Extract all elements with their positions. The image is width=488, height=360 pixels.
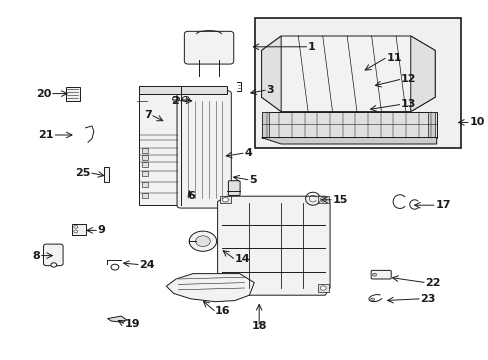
Bar xyxy=(142,162,147,167)
FancyBboxPatch shape xyxy=(184,31,233,64)
FancyBboxPatch shape xyxy=(228,181,240,195)
Text: 23: 23 xyxy=(420,294,435,304)
Bar xyxy=(142,193,147,198)
Text: 22: 22 xyxy=(425,278,440,288)
Bar xyxy=(220,284,230,292)
Circle shape xyxy=(111,264,119,270)
Circle shape xyxy=(372,273,376,276)
Bar xyxy=(261,112,436,138)
Circle shape xyxy=(51,263,57,267)
Bar xyxy=(317,284,328,292)
Text: 5: 5 xyxy=(249,175,257,185)
Circle shape xyxy=(320,198,325,202)
Bar xyxy=(427,112,434,138)
Circle shape xyxy=(182,96,189,102)
Polygon shape xyxy=(107,316,126,322)
Polygon shape xyxy=(166,274,254,302)
Bar xyxy=(220,196,230,203)
Text: 19: 19 xyxy=(124,319,140,329)
Bar xyxy=(66,87,80,101)
Circle shape xyxy=(172,96,179,102)
Circle shape xyxy=(74,225,78,228)
Bar xyxy=(317,196,328,203)
Text: 2: 2 xyxy=(170,96,178,106)
Circle shape xyxy=(74,230,78,233)
Polygon shape xyxy=(261,138,436,144)
Text: 4: 4 xyxy=(244,148,252,158)
Bar xyxy=(142,171,147,176)
Text: 11: 11 xyxy=(386,53,401,63)
Bar xyxy=(103,167,108,182)
Text: 17: 17 xyxy=(434,200,450,210)
Text: 12: 12 xyxy=(400,74,416,84)
Polygon shape xyxy=(261,36,281,112)
Bar xyxy=(72,224,86,235)
Bar xyxy=(255,18,460,148)
Circle shape xyxy=(370,298,374,301)
Text: 21: 21 xyxy=(38,130,54,140)
Text: 10: 10 xyxy=(468,117,484,127)
Text: 3: 3 xyxy=(266,85,274,95)
FancyBboxPatch shape xyxy=(43,244,63,266)
Text: 18: 18 xyxy=(251,321,266,331)
Circle shape xyxy=(222,286,228,290)
Bar xyxy=(139,94,181,205)
Text: 6: 6 xyxy=(186,191,194,201)
Text: 16: 16 xyxy=(215,306,230,316)
FancyBboxPatch shape xyxy=(177,91,231,208)
Polygon shape xyxy=(261,36,434,112)
Bar xyxy=(261,112,268,138)
Text: 24: 24 xyxy=(139,260,155,270)
Bar xyxy=(142,148,147,153)
Circle shape xyxy=(320,286,325,290)
Text: 20: 20 xyxy=(36,89,51,99)
Circle shape xyxy=(195,236,210,247)
Text: 9: 9 xyxy=(98,225,105,235)
Polygon shape xyxy=(217,196,329,295)
FancyBboxPatch shape xyxy=(370,270,390,279)
Text: 15: 15 xyxy=(332,195,347,205)
Bar xyxy=(139,86,227,94)
Bar xyxy=(142,155,147,160)
Bar xyxy=(142,182,147,187)
Text: 25: 25 xyxy=(75,168,90,178)
Circle shape xyxy=(189,231,216,251)
Polygon shape xyxy=(410,36,434,112)
Text: 13: 13 xyxy=(400,99,415,109)
Text: 8: 8 xyxy=(32,251,40,261)
Text: 1: 1 xyxy=(307,42,315,52)
Text: 7: 7 xyxy=(143,110,151,120)
Circle shape xyxy=(222,198,228,202)
Text: 14: 14 xyxy=(234,254,250,264)
